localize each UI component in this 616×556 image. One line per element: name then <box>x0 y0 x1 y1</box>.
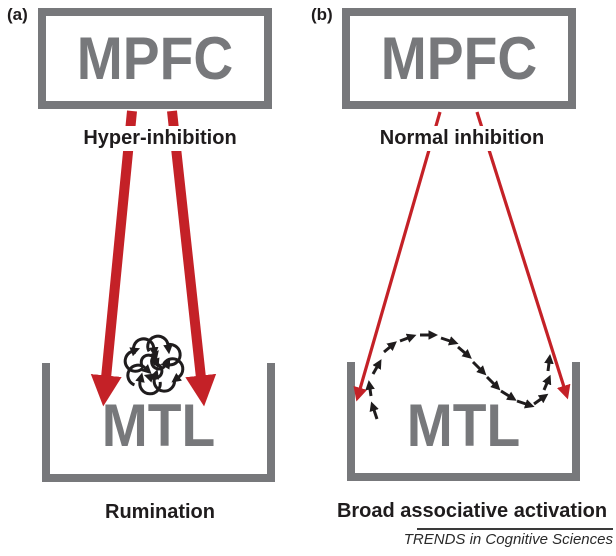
mpfc-box-b: MPFC <box>342 8 576 109</box>
normal-inhibition-arrow-right <box>475 111 571 400</box>
mtl-label-a: MTL <box>101 392 216 459</box>
mtl-container-b <box>347 362 580 481</box>
mtl-label-b: MTL <box>406 392 521 459</box>
hyper-inhibition-arrow-right <box>167 110 217 407</box>
panel-a-caption: Rumination <box>105 501 215 523</box>
panel-b-caption: Broad associative activation <box>336 500 608 522</box>
mpfc-box-a: MPFC <box>38 8 272 109</box>
panel-a-tag: (a) <box>7 5 28 24</box>
normal-inhibition-arrow-left <box>353 111 442 402</box>
journal-divider <box>417 528 613 530</box>
mpfc-label-b: MPFC <box>380 24 538 92</box>
mtl-container-a <box>42 363 275 482</box>
normal-inhibition-label: Normal inhibition <box>373 126 551 151</box>
hyper-inhibition-label: Hyper-inhibition <box>77 126 243 151</box>
hyper-inhibition-arrow-left <box>90 110 137 407</box>
panel-b-tag: (b) <box>311 5 333 24</box>
journal-caption: TRENDS in Cognitive Sciences <box>403 531 613 548</box>
mpfc-label-a: MPFC <box>76 24 234 92</box>
